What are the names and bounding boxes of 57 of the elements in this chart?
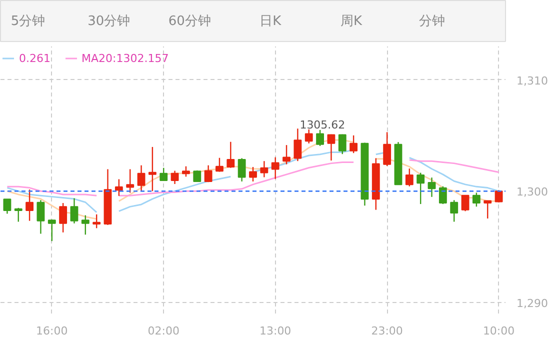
- candlestick: [59, 202, 68, 233]
- x-tick-label: 23:00: [371, 324, 403, 338]
- legend-label: 0.261: [19, 52, 50, 64]
- y-tick-label: 1,310: [516, 74, 548, 88]
- x-tick-label: 10:00: [482, 324, 515, 338]
- candlestick: [327, 134, 336, 162]
- candlestick: [36, 200, 45, 234]
- candlestick: [416, 172, 425, 205]
- candlestick: [14, 207, 22, 222]
- x-tick-label: 02:00: [148, 324, 180, 338]
- text: 分钟: [419, 14, 446, 29]
- candlestick: [294, 128, 302, 162]
- candlestick: [304, 128, 313, 144]
- candlestick: [260, 160, 268, 178]
- candlestick: [338, 134, 346, 155]
- candlestick: [405, 168, 414, 187]
- candlestick: [484, 200, 492, 220]
- candlestick: [383, 132, 392, 167]
- legend-label: MA20:1302.157: [82, 52, 169, 64]
- candlestick: [204, 164, 212, 183]
- candlestick: [3, 198, 12, 214]
- text: 周K: [340, 14, 362, 29]
- candlestick: [226, 141, 235, 168]
- candlestick: [126, 168, 134, 194]
- candlestick: [70, 198, 78, 224]
- candlestick: [350, 134, 358, 154]
- candlestick: [48, 218, 56, 242]
- candlestick: [26, 188, 34, 222]
- candlestick: [249, 166, 257, 182]
- candlestick: [114, 178, 123, 197]
- candlestick: [170, 170, 179, 185]
- candlestick: [428, 176, 436, 198]
- candlestick: [282, 144, 290, 165]
- x-tick-label: 16:00: [36, 324, 68, 338]
- candlestick: [160, 167, 168, 182]
- candlestick: [472, 192, 480, 208]
- annotation: 1305.62: [300, 118, 346, 132]
- text: 60分钟: [168, 14, 211, 29]
- candlestick: [271, 156, 280, 180]
- candlestick: [438, 186, 447, 205]
- y-tick-label: 1,300: [516, 186, 548, 199]
- text: 5分钟: [10, 14, 46, 29]
- text: 30分钟: [88, 14, 130, 29]
- candlestick: [137, 164, 146, 192]
- candlestick: [182, 166, 190, 178]
- x-tick-label: 13:00: [259, 324, 292, 338]
- candlestick: [461, 194, 470, 212]
- candlestick: [216, 157, 224, 172]
- candlestick: [148, 146, 156, 192]
- candlestick: [316, 129, 324, 147]
- text: 日K: [260, 14, 282, 29]
- candlestick: [238, 158, 246, 182]
- candlestick: [450, 200, 458, 222]
- y-tick-label: 1,290: [516, 296, 548, 310]
- candlestick: [494, 190, 503, 203]
- candlestick: [81, 214, 90, 236]
- candlestick: [92, 214, 101, 229]
